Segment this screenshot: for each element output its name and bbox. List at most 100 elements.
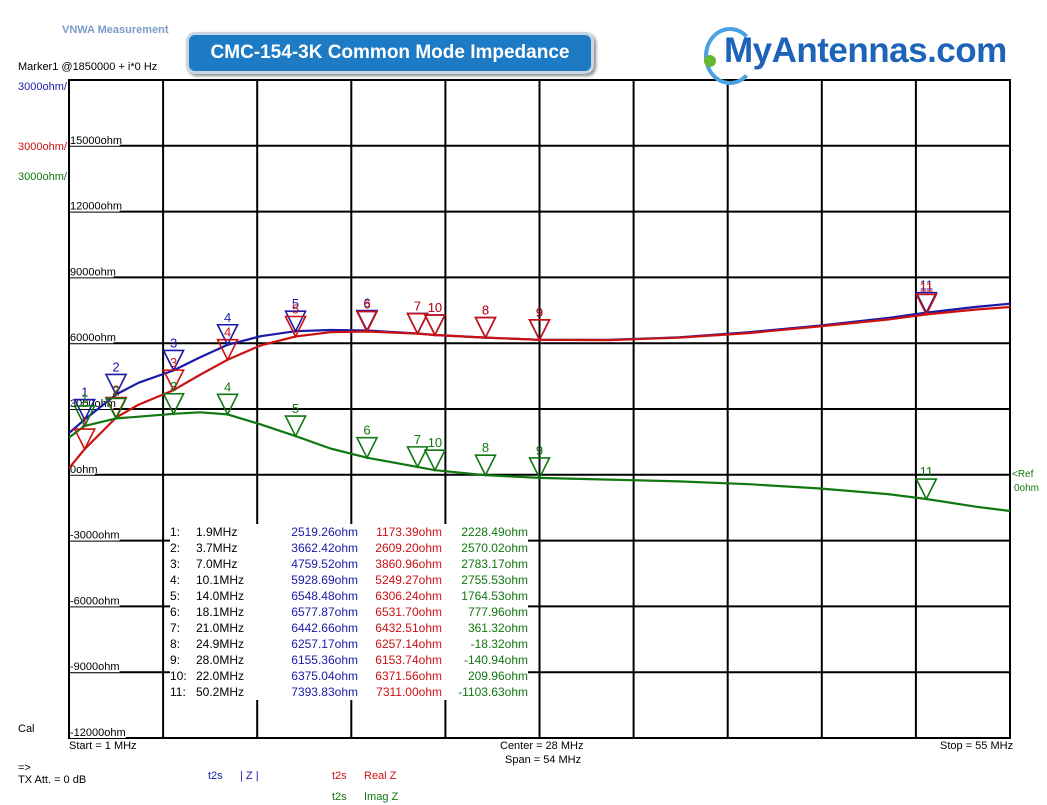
marker-label: 11 bbox=[920, 279, 934, 294]
marker-label: 9 bbox=[536, 305, 543, 320]
scale-imag: 3000ohm/ bbox=[18, 171, 67, 183]
marker-row: 7: 21.0MHz 6442.66ohm 6432.51ohm 361.32ohm bbox=[170, 620, 528, 636]
marker-triangle bbox=[474, 316, 497, 340]
marker-label: 10 bbox=[428, 435, 442, 450]
marker-triangle bbox=[406, 312, 429, 336]
marker-triangle bbox=[104, 397, 128, 421]
marker-cell-z: 3662.42ohm bbox=[291, 541, 358, 555]
marker-label: 1 bbox=[81, 385, 88, 400]
marker-triangle bbox=[162, 369, 185, 392]
marker-triangle bbox=[474, 316, 497, 340]
marker-label: 3 bbox=[170, 355, 177, 370]
marker-triangle bbox=[355, 310, 379, 334]
marker-cell-im: 2783.17ohm bbox=[461, 557, 528, 571]
y-tick-label: -12000ohm bbox=[70, 727, 126, 739]
y-tick-label: 9000ohm bbox=[70, 266, 116, 278]
marker-triangle bbox=[284, 315, 307, 339]
marker-row: 11: 50.2MHz 7393.83ohm 7311.00ohm -1103.63oh… bbox=[170, 684, 528, 700]
span-freq: Span = 54 MHz bbox=[505, 754, 582, 766]
marker-cell-re: 6306.24ohm bbox=[375, 589, 442, 603]
legend-real-name: Real Z bbox=[364, 770, 397, 782]
marker-cell-id: 10: bbox=[170, 669, 187, 683]
y-tick-bg bbox=[70, 132, 120, 146]
marker-label: 10 bbox=[428, 300, 442, 315]
marker-triangle bbox=[162, 392, 185, 416]
marker-cell-re: 2609.20ohm bbox=[375, 541, 442, 555]
marker-cell-z: 2519.26ohm bbox=[291, 525, 358, 539]
marker-row: 9: 28.0MHz 6155.36ohm 6153.74ohm -140.94ohm bbox=[170, 652, 528, 668]
marker-cell-im: 2755.53ohm bbox=[461, 573, 528, 587]
chart-title-banner: CMC-154-3K Common Mode Impedance bbox=[186, 32, 594, 74]
marker-label: 8 bbox=[482, 440, 489, 455]
marker-triangle bbox=[474, 454, 497, 477]
marker-info: Marker1 @1850000 + i*0 Hz bbox=[18, 61, 158, 73]
marker-label: 5 bbox=[292, 401, 299, 416]
y-tick-bg bbox=[70, 330, 114, 344]
y-tick-label: 0ohm bbox=[70, 464, 98, 476]
marker-cell-freq: 28.0MHz bbox=[196, 653, 245, 667]
marker-row: 3: 7.0MHz 4759.52ohm 3860.96ohm 2783.17ohm bbox=[170, 556, 528, 572]
y-tick-bg bbox=[70, 659, 120, 673]
legend-real-tag: t2s bbox=[332, 770, 347, 782]
marker-cell-freq: 24.9MHz bbox=[196, 637, 245, 651]
marker-cell-id: 3: bbox=[170, 557, 181, 571]
marker-label: 2 bbox=[112, 383, 119, 398]
marker-cell-freq: 50.2MHz bbox=[196, 685, 245, 699]
logo-text: MyAntennas.com bbox=[724, 31, 1007, 70]
marker-triangle bbox=[528, 457, 551, 480]
y-tick-bg bbox=[70, 593, 120, 607]
marker-triangle bbox=[915, 291, 938, 315]
scale-z: 3000ohm/ bbox=[18, 81, 67, 93]
arrow-label: => bbox=[18, 762, 31, 774]
legend-imag-tag: t2s bbox=[332, 791, 347, 803]
marker-label: 1 bbox=[81, 391, 88, 406]
marker-label: 6 bbox=[363, 296, 370, 311]
marker-cell-z: 6375.04ohm bbox=[291, 669, 358, 683]
marker-label: 2 bbox=[112, 383, 119, 398]
y-tick-label: 15000ohm bbox=[70, 135, 122, 147]
center-freq: Center = 28 MHz bbox=[500, 740, 584, 752]
marker-row: 10: 22.0MHz 6375.04ohm 6371.56ohm 209.96ohm bbox=[170, 668, 528, 684]
marker-triangle bbox=[216, 323, 239, 347]
marker-cell-im: 2570.02ohm bbox=[461, 541, 528, 555]
y-tick-label: 6000ohm bbox=[70, 332, 116, 344]
marker-cell-id: 6: bbox=[170, 605, 181, 619]
marker-triangle bbox=[406, 446, 429, 469]
marker-cell-im: 2228.49ohm bbox=[461, 525, 528, 539]
marker-cell-z: 7393.83ohm bbox=[291, 685, 358, 699]
y-tick-label: -6000ohm bbox=[70, 595, 120, 607]
marker-cell-re: 6257.14ohm bbox=[375, 637, 442, 651]
logo-dot-icon bbox=[704, 55, 716, 67]
marker-cell-z: 5928.69ohm bbox=[291, 573, 358, 587]
marker-label: 1 bbox=[81, 414, 88, 429]
marker-row: 8: 24.9MHz 6257.17ohm 6257.14ohm -18.32ohm bbox=[170, 636, 528, 652]
marker-triangle bbox=[355, 436, 379, 460]
marker-cell-re: 1173.39ohm bbox=[376, 525, 442, 539]
y-tick-bg bbox=[70, 725, 126, 738]
marker-label: 4 bbox=[224, 379, 231, 394]
marker-triangle bbox=[915, 478, 938, 501]
marker-label: 6 bbox=[363, 423, 370, 438]
marker-triangle bbox=[423, 449, 447, 472]
legend-imag-name: Imag Z bbox=[364, 791, 399, 803]
y-tick-label: -3000ohm bbox=[70, 530, 120, 542]
tx-att: TX Att. = 0 dB bbox=[18, 774, 87, 786]
marker-label: 9 bbox=[536, 305, 543, 320]
marker-cell-im: -140.94ohm bbox=[463, 653, 528, 667]
legend-z-name: | Z | bbox=[240, 770, 259, 782]
y-tick-label: -9000ohm bbox=[70, 661, 120, 673]
marker-cell-z: 6577.87ohm bbox=[291, 605, 358, 619]
y-tick-labels: 15000ohm12000ohm9000ohm6000ohm3000ohm0oh… bbox=[70, 132, 126, 739]
marker-cell-im: -1103.63ohm bbox=[458, 685, 528, 699]
chart-title: CMC-154-3K Common Mode Impedance bbox=[210, 42, 570, 63]
myantennas-logo: MyAntennas.com bbox=[700, 25, 1020, 85]
y-tick-bg bbox=[70, 264, 114, 278]
ref-label: <Ref bbox=[1012, 469, 1034, 480]
marker-cell-im: 209.96ohm bbox=[467, 669, 528, 683]
y-tick-bg bbox=[70, 198, 120, 212]
start-freq: Start = 1 MHz bbox=[69, 740, 137, 752]
marker-table: 1: 1.9MHz 2519.26ohm 1173.39ohm 2228.49ohm 2:… bbox=[170, 524, 528, 700]
marker-cell-freq: 3.7MHz bbox=[196, 541, 238, 555]
marker-row: 5: 14.0MHz 6548.48ohm 6306.24ohm 1764.53ohm bbox=[170, 588, 528, 604]
marker-cell-id: 4: bbox=[170, 573, 181, 587]
